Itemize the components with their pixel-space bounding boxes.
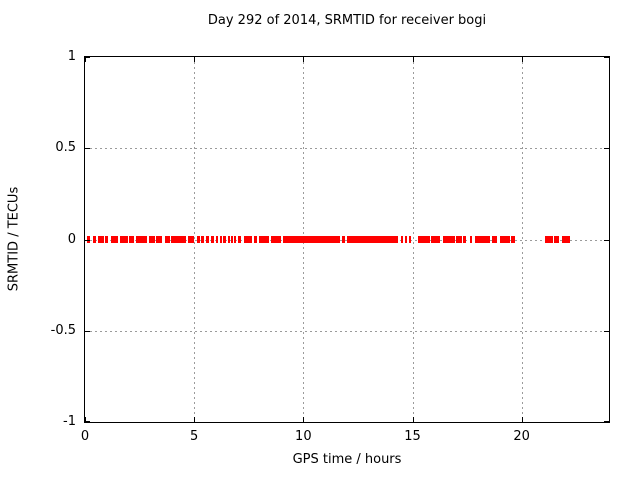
data-segment	[170, 236, 186, 243]
data-segment	[282, 236, 341, 243]
y-tick-label: 0.5	[55, 140, 76, 156]
data-segment	[258, 236, 270, 243]
data-segment	[462, 236, 466, 243]
data-segment	[510, 236, 516, 243]
tick-mark-y	[604, 57, 609, 58]
data-segment	[233, 236, 236, 243]
data-segment	[418, 236, 430, 243]
data-segment	[222, 236, 226, 243]
data-segment	[409, 236, 412, 243]
tick-mark-x	[303, 57, 304, 62]
data-segment	[135, 236, 147, 243]
data-segment	[270, 236, 282, 243]
data-segment	[196, 236, 200, 243]
data-segment	[87, 236, 91, 243]
tick-marks-layer	[85, 57, 609, 422]
tick-mark-y	[604, 421, 609, 422]
data-segment	[443, 236, 456, 243]
data-segment	[200, 236, 204, 243]
data-segment	[210, 236, 214, 243]
data-segment	[156, 236, 162, 243]
data-segment	[230, 236, 233, 243]
data-segment	[104, 236, 108, 243]
data-segment	[164, 236, 170, 243]
data-segment	[347, 236, 399, 243]
data-segment	[562, 236, 570, 243]
tick-mark-x	[194, 417, 195, 422]
tick-mark-y	[604, 240, 609, 241]
data-segment	[485, 236, 490, 243]
data-segment	[97, 236, 104, 243]
y-tick-label: -1	[63, 414, 76, 429]
data-segment	[342, 236, 346, 243]
plot-area	[84, 56, 610, 423]
data-segment	[470, 236, 473, 243]
grid-line-x	[194, 57, 195, 422]
data-segment	[111, 236, 118, 243]
data-segment	[405, 236, 408, 243]
data-segment	[227, 236, 230, 243]
tick-mark-x	[85, 57, 86, 62]
tick-mark-y	[604, 331, 609, 332]
data-series-layer	[85, 57, 609, 422]
data-segment	[215, 236, 218, 243]
tick-mark-y	[85, 240, 90, 241]
x-tick-label: 5	[190, 429, 199, 444]
tick-mark-x	[522, 57, 523, 62]
x-tick-label: 10	[295, 429, 312, 444]
tick-mark-y	[85, 148, 90, 149]
tick-mark-x	[303, 417, 304, 422]
data-segment	[119, 236, 128, 243]
data-segment	[401, 236, 404, 243]
x-tick-label: 20	[513, 429, 530, 444]
data-segment	[545, 236, 554, 243]
grid-line-y	[85, 240, 609, 241]
data-segment	[499, 236, 510, 243]
tick-mark-y	[604, 148, 609, 149]
data-segment	[253, 236, 258, 243]
grid-line-y	[85, 148, 609, 149]
grid-line-x	[522, 57, 523, 422]
data-segment	[554, 236, 559, 243]
grid-line-y	[85, 331, 609, 332]
data-segment	[430, 236, 441, 243]
data-segment	[237, 236, 242, 243]
tick-mark-x	[522, 417, 523, 422]
data-segment	[475, 236, 485, 243]
y-tick-label: 0	[67, 231, 76, 247]
data-segment	[205, 236, 209, 243]
data-segment	[187, 236, 194, 243]
chart-title: Day 292 of 2014, SRMTID for receiver bog…	[207, 13, 487, 28]
x-tick-label: 0	[80, 429, 90, 444]
data-segment	[456, 236, 462, 243]
tick-mark-y	[85, 57, 90, 58]
grid-line-x	[413, 57, 414, 422]
tick-mark-x	[194, 57, 195, 62]
y-tick-label: 1	[67, 49, 76, 64]
tick-mark-x	[85, 417, 86, 422]
data-segment	[219, 236, 222, 243]
x-tick-label: 15	[404, 429, 421, 444]
tick-mark-y	[85, 421, 90, 422]
data-segment	[149, 236, 155, 243]
tick-mark-x	[413, 57, 414, 62]
y-tick-label: -0.5	[50, 322, 76, 338]
tick-mark-y	[85, 331, 90, 332]
data-segment	[93, 236, 96, 243]
x-axis-label: GPS time / hours	[292, 452, 402, 467]
data-segment	[243, 236, 252, 243]
data-segment	[492, 236, 497, 243]
data-segment	[128, 236, 134, 243]
tick-mark-x	[413, 417, 414, 422]
